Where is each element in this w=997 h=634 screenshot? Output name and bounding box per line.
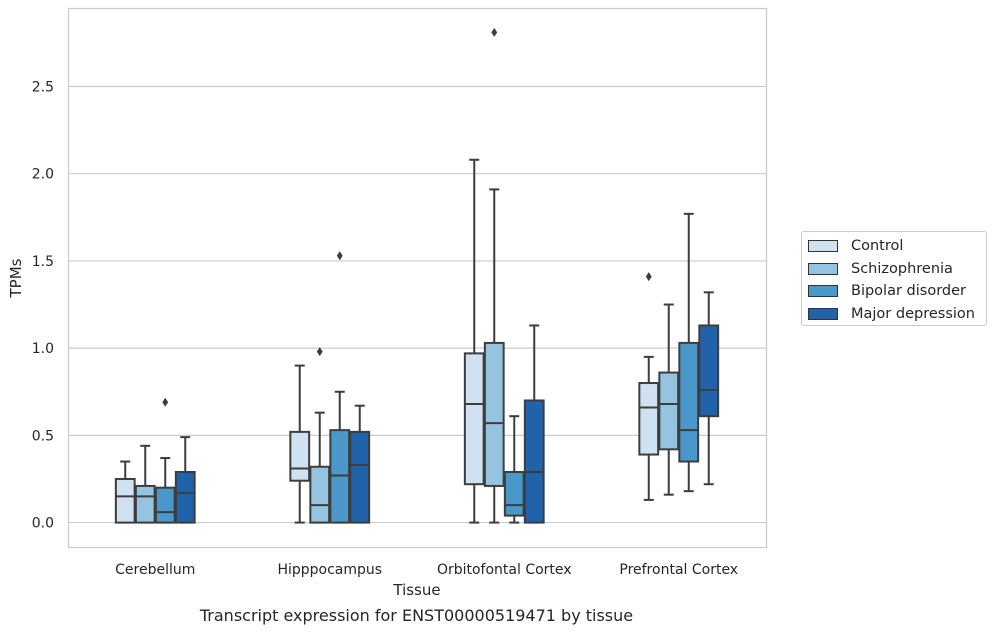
plot-area-frame [67, 7, 768, 549]
box-iqr [698, 324, 720, 418]
box-iqr [289, 430, 311, 482]
y-tick-label: 2.0 [32, 167, 54, 183]
box-iqr [658, 371, 680, 451]
box-control-prefrontal-cortex [638, 272, 660, 501]
x-tick-labels: Cerebellum Hipppocampus Orbitofontal Corte… [115, 562, 738, 578]
x-tick-label-hipppocampus: Hipppocampus [277, 562, 382, 578]
outlier-point [491, 27, 498, 37]
legend-item-major-depression: Major depression [808, 303, 986, 326]
box-iqr [503, 470, 525, 517]
box-iqr [483, 341, 505, 487]
grid-lines [68, 85, 766, 524]
box-schizophrenia-prefrontal-cortex [658, 303, 680, 496]
box-iqr [174, 470, 196, 524]
box-major-depression-cerebellum [174, 436, 196, 524]
x-tick-label-cerebellum: Cerebellum [115, 562, 195, 578]
box-iqr [349, 430, 371, 524]
box-bipolar-disorder-hipppocampus [329, 251, 351, 524]
legend-item-control: Control [808, 235, 986, 258]
box-iqr [678, 341, 700, 463]
box-control-hipppocampus [289, 364, 311, 524]
x-axis-label: Tissue [392, 581, 440, 599]
legend: Control Schizophrenia Bipolar disorder M… [801, 231, 987, 326]
y-tick-labels: 0.0 0.5 1.0 1.5 2.0 2.5 [32, 79, 54, 531]
box-iqr [134, 484, 156, 524]
y-tick-label: 1.5 [32, 254, 54, 270]
legend-item-bipolar-disorder: Bipolar disorder [808, 280, 986, 303]
x-tick-label-prefrontal-cortex: Prefrontal Cortex [619, 562, 738, 578]
legend-label-major-depression: Major depression [851, 305, 975, 322]
box-control-cerebellum [114, 460, 136, 524]
box-iqr [523, 399, 545, 524]
legend-swatch-control [808, 240, 838, 253]
box-major-depression-hipppocampus [349, 404, 371, 524]
outlier-point [336, 251, 343, 261]
outlier-point [645, 272, 652, 282]
box-bipolar-disorder-prefrontal-cortex [678, 212, 700, 493]
x-tick-label-orbitofontal-cortex: Orbitofontal Cortex [437, 562, 572, 578]
legend-item-schizophrenia: Schizophrenia [808, 258, 986, 281]
box-iqr [154, 486, 176, 524]
box-control-orbitofontal-cortex [463, 158, 485, 524]
box-iqr [463, 352, 485, 486]
y-tick-label: 2.5 [32, 79, 54, 95]
y-tick-label: 0.5 [32, 428, 54, 444]
legend-swatch-schizophrenia [808, 262, 838, 275]
box-major-depression-orbitofontal-cortex [523, 324, 545, 524]
legend-label-control: Control [851, 238, 904, 255]
box-major-depression-prefrontal-cortex [698, 291, 720, 486]
y-axis-label: TPMs [7, 258, 25, 298]
legend-swatch-major-depression [808, 307, 838, 320]
legend-label-schizophrenia: Schizophrenia [851, 260, 953, 277]
series-bipolar-disorder [154, 212, 700, 524]
legend-label-bipolar-disorder: Bipolar disorder [851, 283, 966, 300]
box-schizophrenia-hipppocampus [309, 347, 331, 524]
box-schizophrenia-cerebellum [134, 444, 156, 524]
y-tick-label: 0.0 [32, 516, 54, 532]
box-iqr [638, 382, 660, 456]
chart-caption: Transcript expression for ENST0000051947… [199, 606, 634, 625]
legend-swatch-bipolar-disorder [808, 285, 838, 298]
outlier-point [162, 397, 169, 407]
box-iqr [309, 465, 331, 524]
series-major-depression [174, 291, 720, 524]
box-iqr [114, 477, 136, 524]
outlier-point [316, 347, 323, 357]
series-control [114, 158, 660, 524]
box-schizophrenia-orbitofontal-cortex [483, 27, 505, 524]
box-series [114, 27, 720, 524]
y-tick-label: 1.0 [32, 341, 54, 357]
box-bipolar-disorder-cerebellum [154, 397, 176, 524]
series-schizophrenia [134, 27, 680, 524]
box-bipolar-disorder-orbitofontal-cortex [503, 415, 525, 524]
